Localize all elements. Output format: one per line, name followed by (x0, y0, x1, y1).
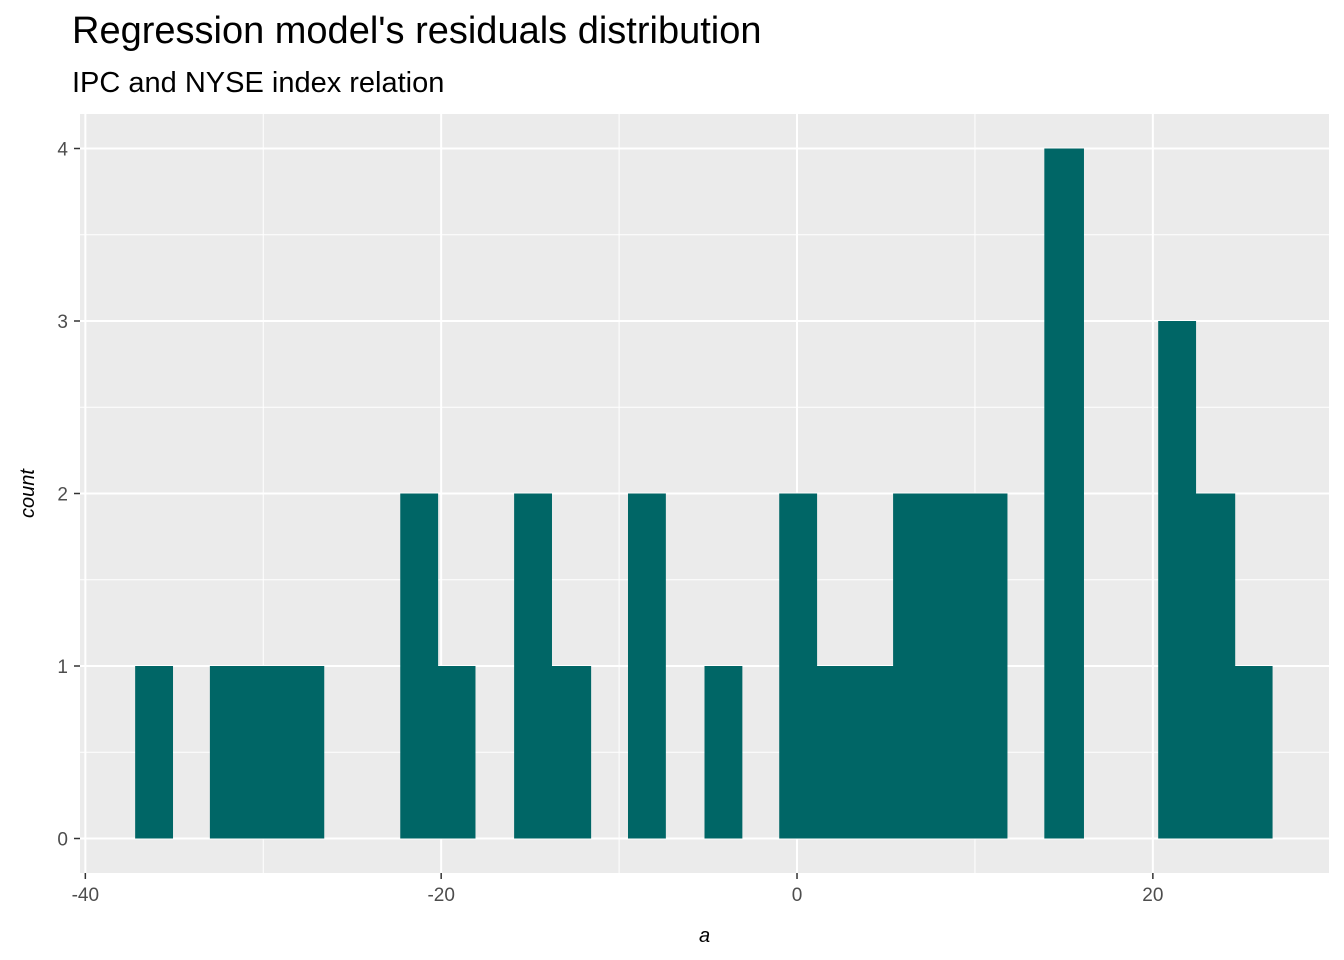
x-axis: -40 -20 0 20 (72, 873, 1163, 906)
histogram-bar (209, 666, 250, 839)
x-tick-label: -20 (427, 885, 454, 906)
histogram-bar (969, 493, 1008, 839)
histogram-bar (627, 493, 666, 839)
y-axis-title: count (17, 468, 39, 518)
histogram-bar (249, 666, 287, 839)
histogram-bar (855, 666, 894, 839)
histogram-bar (1234, 666, 1273, 839)
histogram-bar (779, 493, 818, 839)
histogram-bar (135, 666, 174, 839)
histogram-bar (930, 493, 971, 839)
x-axis-title: a (699, 925, 710, 947)
histogram-bar (551, 666, 592, 839)
y-tick-label: 3 (57, 312, 68, 333)
histogram-bar (514, 493, 552, 839)
histogram-bar (286, 666, 325, 839)
y-axis: 0 1 2 3 4 (57, 140, 80, 851)
chart-subtitle: IPC and NYSE index relation (72, 67, 445, 99)
y-tick-label: 0 (57, 830, 68, 851)
histogram-bar (1195, 493, 1236, 839)
histogram-bar (1158, 321, 1197, 839)
histogram-bar (893, 493, 931, 839)
y-tick-label: 2 (57, 485, 68, 506)
histogram-bar (816, 666, 857, 839)
histogram-bar (400, 493, 439, 839)
x-tick-label: 0 (792, 885, 803, 906)
y-tick-label: 4 (57, 140, 68, 161)
histogram-bar (1044, 148, 1084, 839)
histogram-bar (437, 666, 476, 839)
histogram-bars (135, 148, 1273, 839)
x-tick-label: 20 (1142, 885, 1163, 906)
chart-title: Regression model's residuals distributio… (72, 10, 762, 52)
x-tick-label: -40 (72, 885, 99, 906)
y-tick-label: 1 (57, 657, 68, 678)
histogram-bar (704, 666, 743, 839)
